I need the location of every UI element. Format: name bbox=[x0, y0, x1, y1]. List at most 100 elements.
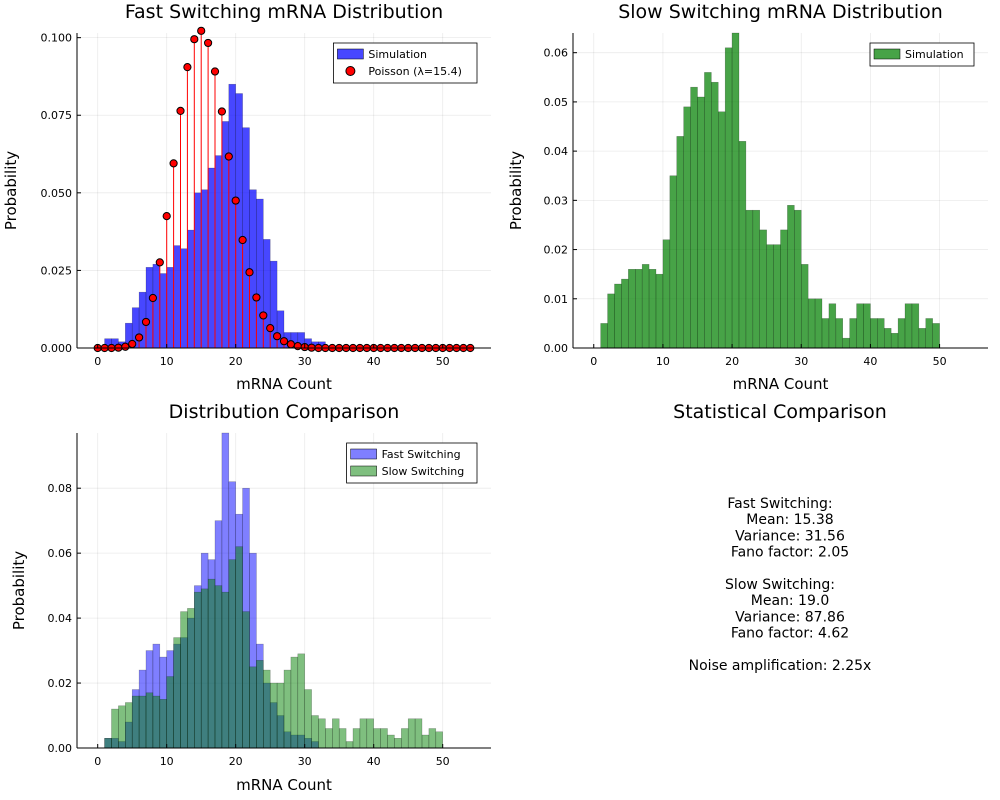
stats-line: Noise amplification: 2.25x bbox=[689, 658, 872, 674]
histogram-bar bbox=[187, 608, 195, 749]
x-tick-label: 20 bbox=[725, 355, 739, 368]
histogram-bar bbox=[394, 738, 402, 749]
stem-point bbox=[224, 152, 233, 161]
stats-line: Fano factor: 2.05 bbox=[731, 545, 849, 561]
histogram-bar bbox=[345, 741, 354, 749]
legend-entry: Fast Switching bbox=[382, 448, 461, 461]
legend-swatch bbox=[350, 448, 377, 460]
histogram-bar bbox=[752, 209, 760, 349]
x-tick-label: 40 bbox=[367, 355, 381, 368]
histogram-bar bbox=[276, 682, 285, 749]
histogram-bar bbox=[932, 323, 940, 349]
stem-point bbox=[210, 67, 220, 76]
y-tick-label: 0.06 bbox=[544, 47, 569, 60]
histogram-bar bbox=[138, 695, 147, 749]
stats-panel: Statistical Comparison Fast Switching: Me… bbox=[673, 401, 887, 674]
stats-title: Statistical Comparison bbox=[673, 401, 887, 423]
stats-line: Slow Switching: bbox=[725, 577, 835, 593]
stats-line: Fast Switching: bbox=[727, 496, 832, 512]
histogram-bar bbox=[290, 656, 299, 749]
x-tick-label: 50 bbox=[933, 355, 947, 368]
histogram-bar bbox=[249, 666, 257, 749]
stem-point bbox=[121, 342, 130, 351]
histogram-bar bbox=[207, 578, 216, 749]
histogram-bar bbox=[214, 585, 223, 749]
stem-point bbox=[279, 337, 289, 346]
legend-swatch bbox=[350, 465, 377, 477]
histogram-bar bbox=[311, 715, 319, 749]
histogram-bar bbox=[704, 72, 712, 349]
legend: Fast Switching Slow Switching bbox=[346, 442, 478, 484]
x-axis-label: mRNA Count bbox=[236, 375, 332, 393]
histogram-bar bbox=[676, 136, 684, 349]
histogram-bar bbox=[731, 32, 740, 349]
x-tick-label: 20 bbox=[229, 355, 243, 368]
histogram-bar bbox=[877, 318, 885, 349]
histogram-bar bbox=[187, 229, 195, 349]
histogram-bar bbox=[856, 303, 864, 349]
series-poisson-15-4- bbox=[93, 26, 475, 353]
x-tick-label: 30 bbox=[298, 755, 312, 768]
legend-swatch bbox=[873, 48, 901, 60]
y-axis-label: Probability bbox=[507, 151, 525, 230]
histogram-bar bbox=[897, 318, 906, 349]
histogram-bar bbox=[145, 692, 154, 749]
histogram-bar bbox=[911, 303, 920, 349]
series-slow-switching bbox=[104, 546, 443, 749]
histogram-bar bbox=[228, 83, 236, 349]
histogram-bar bbox=[759, 229, 767, 349]
histogram-bar bbox=[104, 738, 112, 749]
histogram-bar bbox=[318, 718, 326, 749]
stem-point bbox=[176, 106, 185, 115]
histogram-bar bbox=[131, 695, 140, 749]
x-tick-label: 30 bbox=[298, 355, 312, 368]
histogram-bar bbox=[435, 731, 443, 749]
histogram-bar bbox=[614, 283, 622, 349]
histogram-bar bbox=[794, 209, 802, 349]
y-tick-label: 0.02 bbox=[48, 677, 73, 690]
stem-point bbox=[231, 196, 240, 205]
histogram-bar bbox=[814, 298, 823, 349]
x-tick-label: 0 bbox=[94, 355, 101, 368]
chart-distribution-comparison: 0 10 20 30 40 50 0.00 0.02 0.04 0.06 0.08 Distribut… bbox=[10, 401, 491, 794]
legend-entry: Simulation bbox=[905, 48, 964, 61]
legend-entry: Poisson (λ=15.4) bbox=[368, 65, 462, 78]
histogram-bar bbox=[118, 705, 126, 749]
y-tick-label: 0.00 bbox=[48, 742, 73, 755]
stats-line: Mean: 19.0 bbox=[751, 593, 829, 609]
histogram-bar bbox=[263, 669, 271, 749]
histogram-bar bbox=[304, 689, 312, 749]
histogram-bar bbox=[697, 96, 705, 349]
histogram-bar bbox=[380, 728, 388, 749]
chart-title: Fast Switching mRNA Distribution bbox=[125, 1, 443, 23]
histogram-bar bbox=[200, 189, 209, 349]
histogram-bar bbox=[407, 718, 416, 749]
x-tick-label: 10 bbox=[656, 355, 670, 368]
histogram-bar bbox=[159, 273, 167, 349]
histogram-bar bbox=[221, 591, 230, 749]
histogram-bar bbox=[641, 264, 650, 349]
histogram-bar bbox=[870, 318, 878, 349]
histogram-bar bbox=[648, 269, 657, 349]
histogram-bar bbox=[194, 591, 202, 749]
legend: Simulation bbox=[869, 42, 975, 67]
x-tick-label: 10 bbox=[160, 755, 174, 768]
histogram-bar bbox=[159, 699, 167, 749]
histogram-bar bbox=[621, 278, 629, 349]
histogram-bar bbox=[884, 328, 892, 349]
stem-point bbox=[148, 293, 157, 303]
stem-point bbox=[183, 63, 192, 72]
stem-point bbox=[162, 212, 171, 221]
histogram-bar bbox=[297, 653, 305, 749]
chart-title: Slow Switching mRNA Distribution bbox=[618, 1, 943, 23]
histogram-bar bbox=[655, 273, 664, 349]
y-tick-label: 0.075 bbox=[41, 109, 73, 122]
histogram-bar bbox=[235, 93, 243, 349]
legend-entry: Simulation bbox=[368, 48, 427, 61]
histogram-bar bbox=[745, 209, 754, 349]
histogram-bar bbox=[918, 328, 926, 349]
histogram-bar bbox=[690, 86, 698, 349]
stem-point bbox=[135, 333, 144, 342]
x-tick-label: 40 bbox=[367, 755, 381, 768]
